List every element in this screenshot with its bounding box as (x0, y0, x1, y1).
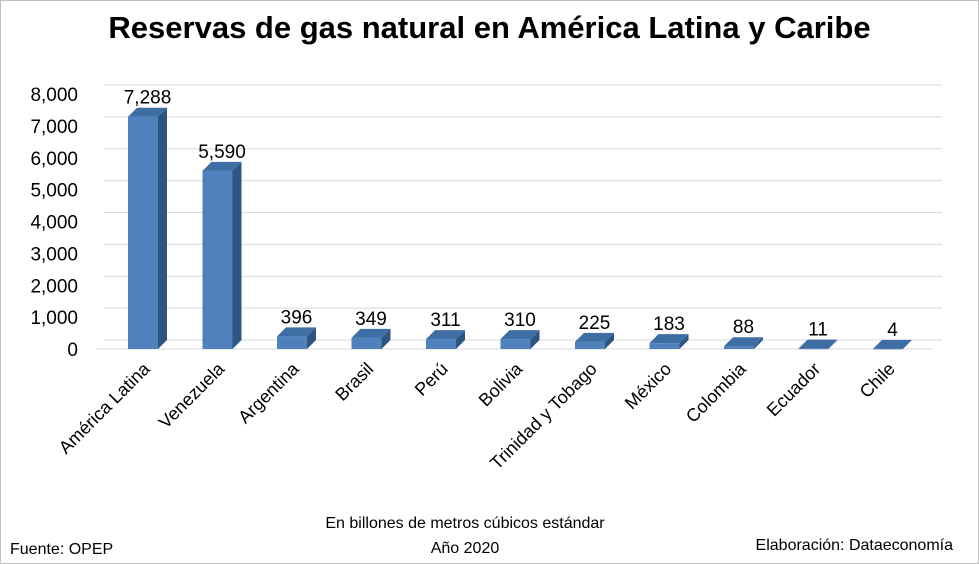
bar-front (128, 116, 158, 349)
bar-top (277, 327, 316, 337)
value-label: 5,590 (198, 142, 246, 163)
bar-side (754, 337, 763, 349)
y-tick-label: 0 (67, 340, 78, 361)
unit-note: En billones de metros cúbicos estándar (325, 515, 605, 532)
bar (426, 330, 465, 349)
y-tick-label: 8,000 (30, 85, 78, 106)
x-tick-label: México (621, 359, 675, 413)
bar-top (128, 107, 167, 117)
bar-front (575, 341, 605, 349)
bar (798, 339, 838, 350)
value-label: 349 (355, 309, 387, 330)
bar-top (798, 339, 838, 349)
bar-side (530, 330, 540, 349)
value-label: 311 (430, 310, 460, 331)
bar-top (575, 332, 614, 342)
y-tick-label: 7,000 (30, 117, 78, 138)
bar-front (426, 339, 456, 349)
bar (649, 334, 689, 349)
x-tick-label: Ecuador (763, 359, 825, 421)
bar-side (307, 327, 316, 349)
bar-top (202, 161, 242, 171)
x-tick-label: Bolivia (475, 358, 527, 410)
bar (128, 107, 167, 349)
bar (351, 328, 391, 349)
bar-top (873, 339, 912, 349)
bar-side (456, 330, 465, 349)
value-label: 88 (733, 317, 754, 338)
bar (202, 161, 242, 349)
value-label: 396 (281, 307, 313, 328)
year-note: Año 2020 (430, 540, 500, 557)
bar-front (873, 348, 903, 350)
value-label: 310 (504, 310, 536, 331)
bar-side (679, 334, 689, 349)
x-axis-ticks: América Latina Venezuela Argentina Brasil Pe… (55, 358, 899, 473)
source-note: Fuente: OPEP (10, 541, 114, 558)
x-tick-label: Brasil (331, 359, 377, 405)
y-tick-label: 1,000 (30, 308, 78, 329)
bar-top (351, 328, 391, 338)
bar (873, 339, 912, 350)
bar-front (202, 170, 233, 349)
bar (724, 337, 763, 349)
bar-side (903, 339, 912, 349)
bar-top (649, 334, 689, 344)
value-label: 225 (579, 313, 611, 334)
bar-front (798, 348, 829, 350)
value-label: 7,288 (124, 88, 172, 109)
value-label: 4 (887, 320, 898, 341)
y-tick-label: 2,000 (30, 276, 78, 297)
bar (575, 332, 614, 349)
bar-top (724, 337, 763, 347)
value-label: 11 (808, 320, 828, 341)
bar (500, 330, 540, 349)
x-tick-label: Venezuela (155, 358, 229, 432)
x-tick-label: Perú (411, 359, 452, 400)
y-tick-label: 4,000 (30, 213, 78, 234)
bar-front (500, 339, 531, 349)
bar (277, 327, 316, 349)
bar-side (232, 161, 242, 349)
bar-side (158, 107, 167, 349)
bar-front (649, 343, 680, 349)
credit-note: Elaboración: Dataeconomía (755, 537, 953, 554)
x-tick-label: América Latina (55, 358, 155, 458)
bar-top (426, 330, 465, 340)
x-tick-label: Colombia (682, 358, 751, 427)
bar-side (605, 332, 614, 349)
value-label: 183 (653, 314, 685, 335)
bar-front (351, 337, 382, 349)
bar-front (724, 346, 754, 349)
bar-side (828, 339, 838, 349)
bar-side (381, 328, 391, 349)
bar-top (500, 330, 540, 340)
value-labels: 7,288 5,590 396 349 311 310 225 183 88 11 4 (124, 88, 898, 341)
bars (128, 107, 912, 350)
x-tick-label: Chile (856, 359, 899, 402)
y-tick-label: 5,000 (30, 181, 78, 202)
y-tick-label: 3,000 (30, 244, 78, 265)
chart-title: Reservas de gas natural en América Latin… (108, 10, 871, 45)
x-tick-label: Argentina (234, 358, 303, 427)
y-axis-ticks: 0 1,000 2,000 3,000 4,000 5,000 6,000 7,000 8,00… (30, 85, 78, 361)
bar-front (277, 336, 307, 349)
y-tick-label: 6,000 (30, 149, 78, 170)
